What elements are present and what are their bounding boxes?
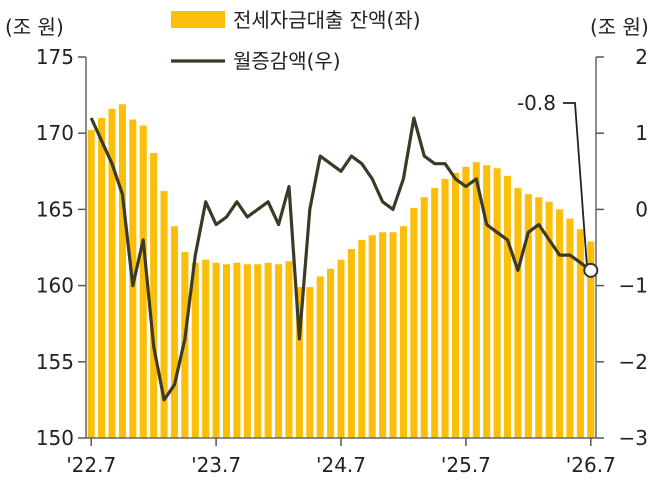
x-tick-label: '26.7 bbox=[566, 453, 616, 477]
balance-bar bbox=[556, 209, 564, 438]
balance-bar bbox=[202, 259, 210, 438]
annotation-marker bbox=[583, 262, 599, 278]
balance-bar bbox=[431, 188, 439, 438]
legend-line-label: 월증감액(우) bbox=[233, 49, 341, 73]
balance-bar bbox=[399, 226, 407, 438]
balance-bar bbox=[295, 287, 303, 438]
balance-bar bbox=[441, 178, 449, 439]
balance-bar bbox=[87, 130, 95, 439]
x-tick-label: '25.7 bbox=[441, 453, 491, 477]
right-tick-label: 1 bbox=[635, 121, 648, 145]
balance-bar bbox=[191, 262, 199, 438]
balance-bar bbox=[493, 168, 501, 438]
legend: 전세자금대출 잔액(좌) 월증감액(우) bbox=[171, 8, 421, 73]
balance-bar bbox=[462, 166, 470, 438]
balance-bar bbox=[170, 226, 179, 438]
balance-bar bbox=[576, 229, 584, 438]
right-tick-label: 2 bbox=[635, 45, 648, 69]
balance-bar bbox=[389, 232, 397, 438]
balance-bar bbox=[472, 162, 480, 438]
balance-bar bbox=[316, 276, 324, 438]
right-tick-label: 0 bbox=[635, 197, 648, 221]
balance-bar bbox=[233, 262, 241, 438]
balance-bar bbox=[368, 235, 376, 438]
balance-bar bbox=[545, 201, 553, 438]
annotation: -0.8 bbox=[517, 91, 599, 278]
balance-bar bbox=[139, 125, 147, 438]
monthly-change-polyline bbox=[89, 116, 592, 402]
right-tick-label: −2 bbox=[619, 350, 648, 374]
balance-bar bbox=[587, 241, 595, 438]
balance-bar bbox=[337, 259, 345, 438]
balance-bar bbox=[358, 239, 366, 438]
right-axis-unit: (조 원) bbox=[590, 15, 649, 39]
balance-bar bbox=[347, 249, 355, 438]
monthly-change-line bbox=[89, 116, 592, 402]
balance-bar bbox=[483, 165, 491, 439]
balance-bar bbox=[254, 264, 262, 438]
left-tick-label: 150 bbox=[36, 426, 74, 450]
left-tick-label: 175 bbox=[36, 45, 74, 69]
balance-bar bbox=[327, 268, 335, 438]
left-tick-label: 165 bbox=[36, 197, 74, 221]
balance-bar bbox=[410, 207, 418, 438]
balance-bar bbox=[524, 194, 532, 438]
balance-bar bbox=[222, 264, 231, 438]
balance-bar bbox=[566, 218, 574, 438]
balance-bar bbox=[275, 264, 283, 438]
balance-bar bbox=[108, 108, 116, 438]
left-axis-unit: (조 원) bbox=[5, 15, 64, 39]
right-tick-label: −1 bbox=[619, 274, 648, 298]
x-tick-label: '24.7 bbox=[316, 453, 366, 477]
balance-bar bbox=[451, 172, 460, 438]
legend-bar-swatch bbox=[171, 11, 225, 28]
left-tick-label: 170 bbox=[36, 121, 74, 145]
balance-bar bbox=[503, 175, 512, 438]
balance-bar bbox=[535, 197, 543, 438]
legend-bar-label: 전세자금대출 잔액(좌) bbox=[233, 8, 421, 32]
x-tick-label: '22.7 bbox=[66, 453, 116, 477]
right-axis: −3 −2 −1 0 1 2 bbox=[596, 45, 648, 450]
balance-bar bbox=[420, 197, 428, 438]
balance-bar bbox=[264, 262, 272, 438]
left-axis: 150 155 160 165 170 175 bbox=[36, 45, 86, 450]
balance-bar bbox=[379, 232, 387, 438]
balance-bar bbox=[98, 117, 106, 439]
left-tick-label: 160 bbox=[36, 274, 74, 298]
left-tick-label: 155 bbox=[36, 350, 74, 374]
x-axis-labels: '22.7 '23.7 '24.7 '25.7 '26.7 bbox=[66, 438, 616, 477]
annotation-leader bbox=[563, 102, 588, 265]
balance-bar bbox=[514, 188, 522, 438]
balance-bar bbox=[212, 262, 220, 438]
balance-bar bbox=[150, 153, 158, 438]
right-tick-label: −3 bbox=[619, 426, 648, 450]
annotation-label: -0.8 bbox=[517, 91, 556, 115]
balance-bar bbox=[306, 287, 314, 438]
balance-bar bbox=[118, 104, 126, 438]
balance-bar bbox=[160, 191, 168, 438]
balance-bar bbox=[285, 261, 293, 438]
balance-bar bbox=[243, 264, 251, 438]
x-tick-label: '23.7 bbox=[191, 453, 241, 477]
